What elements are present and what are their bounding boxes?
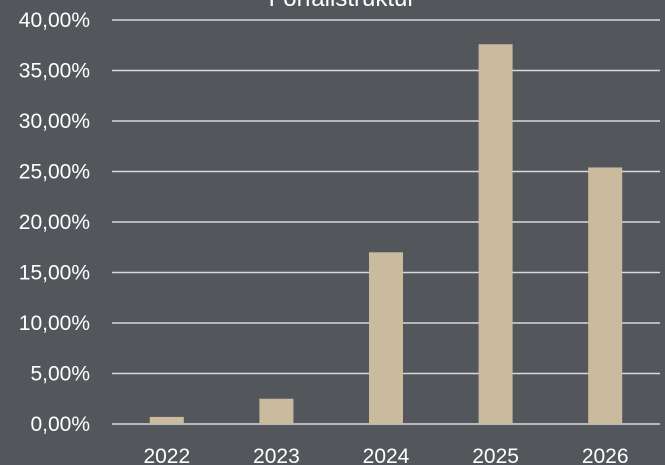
y-tick-label: 5,00% [30, 363, 90, 386]
y-tick-label: 40,00% [19, 9, 90, 32]
y-tick-label: 0,00% [30, 413, 90, 436]
bar-2026 [588, 167, 623, 424]
x-tick-label: 2025 [472, 445, 519, 465]
bars [149, 44, 623, 425]
y-tick-label: 20,00% [19, 211, 90, 234]
x-axis-tick-labels: 2022 2023 2024 2025 2026 [143, 445, 628, 465]
x-tick-label: 2022 [143, 445, 190, 465]
gridlines [112, 19, 660, 425]
y-tick-label: 25,00% [19, 161, 90, 184]
x-tick-label: 2026 [582, 445, 629, 465]
x-tick-label: 2023 [253, 445, 300, 465]
x-tick-label: 2024 [363, 445, 410, 465]
y-axis-tick-labels: 0,00% 5,00% 10,00% 15,00% 20,00% 25,00% 30,00%… [19, 9, 90, 436]
bar-2025 [478, 44, 513, 425]
y-tick-label: 35,00% [19, 60, 90, 83]
y-tick-label: 30,00% [19, 110, 90, 133]
bar-2023 [259, 398, 294, 424]
bar-2024 [369, 252, 403, 424]
y-tick-label: 10,00% [19, 312, 90, 335]
y-tick-label: 15,00% [19, 262, 90, 285]
bar-2022 [149, 416, 184, 424]
chart-title: Forfallstruktur [269, 0, 416, 12]
